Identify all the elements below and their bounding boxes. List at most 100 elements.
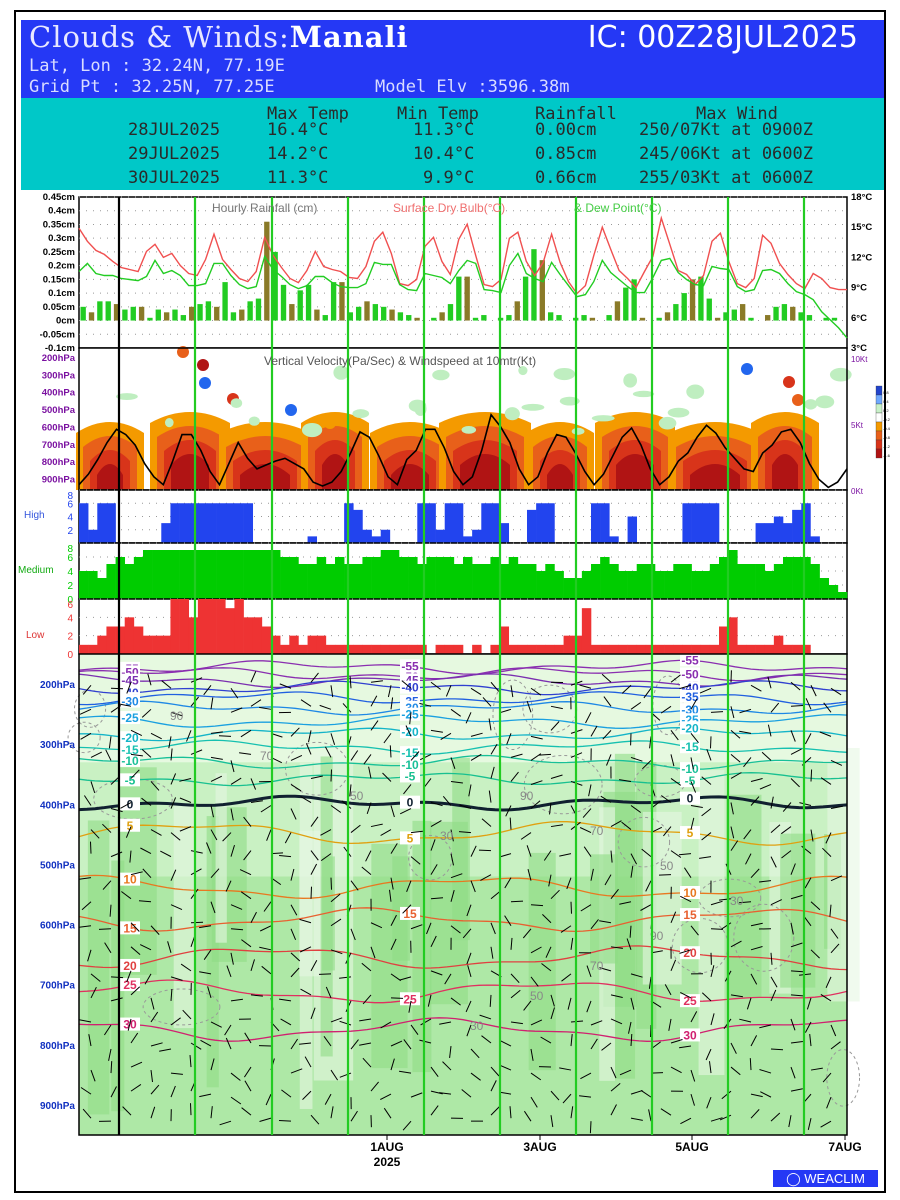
wind-barb <box>426 922 432 935</box>
wind-barb <box>506 733 512 745</box>
wind-barb <box>350 928 356 941</box>
wind-barb <box>390 843 398 854</box>
row-rain: 0.00cm <box>535 120 597 140</box>
cloud-bar <box>453 644 464 654</box>
cloud-bar <box>609 644 619 654</box>
wind-barb <box>126 970 132 983</box>
wind-barb <box>470 845 477 857</box>
y-tick-label: 4 <box>67 513 73 524</box>
rain-bar <box>113 304 120 321</box>
wind-barb <box>239 869 252 876</box>
cloud-bar <box>261 626 272 654</box>
wind-barb <box>350 880 359 891</box>
cloud-bar <box>810 536 820 543</box>
colorbar-cell <box>875 448 883 459</box>
wind-barb <box>743 757 752 768</box>
updraft-blob <box>616 454 654 490</box>
cloud-bar <box>837 592 848 599</box>
y-right-tick-label: 18°C <box>851 192 872 203</box>
contour-label-bg <box>400 725 420 739</box>
wind-barb <box>430 1090 443 1095</box>
cloud-bar <box>600 557 610 599</box>
rain-bar <box>748 317 754 321</box>
wind-barb <box>790 1018 796 1031</box>
cloud-bar <box>664 571 674 599</box>
wind-barb <box>750 868 760 879</box>
wind-barb <box>399 808 412 815</box>
colorbar-cell <box>875 412 883 423</box>
wind-barb <box>770 989 777 1002</box>
cloud-bar <box>335 557 345 599</box>
wind-barb <box>170 904 183 911</box>
wind-barb <box>807 1118 812 1131</box>
cloud-bar <box>709 644 720 654</box>
rain-bar <box>272 251 278 321</box>
wind-barb <box>320 853 332 862</box>
wind-barb <box>504 915 512 927</box>
humidity-label: 70 <box>590 959 604 973</box>
cloud-bar <box>115 626 126 654</box>
wind-barb <box>450 853 454 866</box>
cloud-bar <box>79 571 89 599</box>
cloud-bar <box>444 557 455 599</box>
wind-barb <box>619 779 632 782</box>
cloud-bar <box>728 550 738 599</box>
wind-barb <box>170 976 183 981</box>
cloud-bar <box>79 644 89 654</box>
rain-bar <box>364 301 370 321</box>
wind-barb <box>350 750 359 761</box>
row-max: 14.2°C <box>267 144 329 164</box>
cloud-bar <box>801 503 811 543</box>
wind-barb <box>299 946 312 953</box>
temperature-contour-label: -20 <box>401 725 419 739</box>
cloud-bar <box>261 550 272 599</box>
temperature-contour-label: -5 <box>405 769 416 783</box>
wind-barb <box>170 988 173 1001</box>
wind-barb <box>130 871 143 876</box>
temperature-contour-label: 25 <box>123 978 137 992</box>
wind-barb <box>542 914 552 924</box>
rain-bar <box>514 301 520 321</box>
wind-barb <box>790 1041 803 1044</box>
wind-barb <box>380 1021 392 1029</box>
wind-barb <box>130 769 140 779</box>
wind-barb <box>430 839 436 851</box>
wind-barb <box>390 697 394 710</box>
wind-barb <box>530 687 542 696</box>
rain-bar <box>105 301 111 321</box>
wind-barb <box>180 963 192 972</box>
wind-barb <box>790 730 796 742</box>
contour-label-bg <box>680 885 700 899</box>
wind-barb <box>805 698 812 710</box>
cloud-bar <box>417 503 427 543</box>
wind-barb <box>730 940 742 948</box>
wind-barb <box>490 1106 500 1116</box>
wind-barb <box>250 959 255 972</box>
row-date: 29JUL2025 <box>128 144 221 164</box>
wind-barb <box>210 756 223 760</box>
wind-barb <box>649 736 652 749</box>
wind-barb <box>470 753 482 761</box>
cloud-bar <box>773 564 784 599</box>
vertical-velocity-panel: 200hPa 300hPa 400hPa 500hPa 600hPa 700hPa 800h… <box>42 346 891 496</box>
cloud-bar <box>307 564 318 599</box>
wind-barb <box>630 865 634 878</box>
wind-barb <box>449 1045 452 1058</box>
wind-barb <box>310 863 318 875</box>
temperature-contour-label: -55 <box>681 653 699 667</box>
wind-barb <box>621 684 632 694</box>
cloud-bar <box>362 644 372 654</box>
temperature-contour-label: -35 <box>681 690 699 704</box>
humidity-contour <box>492 679 534 751</box>
rain-title: Hourly Rainfall (cm) <box>212 201 317 215</box>
rain-bar <box>289 304 295 321</box>
cloud-bar <box>188 617 199 654</box>
rain-bar <box>147 317 153 321</box>
cloud-bar <box>234 550 244 599</box>
y-right-tick-label: 6°C <box>851 313 867 324</box>
row-min: 10.4°C <box>413 144 475 164</box>
wind-barb <box>90 829 100 839</box>
cloud-bar <box>810 564 820 599</box>
temperature-contour-label: -45 <box>121 674 139 688</box>
contour-label-bg <box>120 711 140 725</box>
